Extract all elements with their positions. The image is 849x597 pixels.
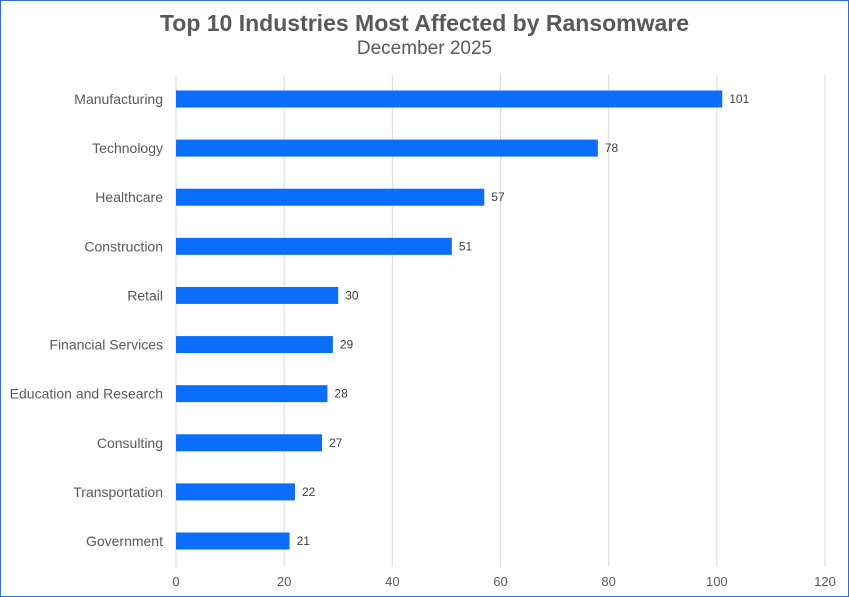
value-label: 21 [297,534,311,548]
category-label: Consulting [97,435,163,451]
category-label: Transportation [73,484,163,500]
category-label: Technology [92,140,163,156]
value-label: 29 [340,338,354,352]
category-label: Government [86,533,163,549]
bar [176,434,323,452]
x-tick-label: 60 [493,574,507,589]
bar [176,237,452,255]
value-label: 57 [491,190,505,204]
x-tick-label: 80 [601,574,615,589]
value-label: 78 [605,141,619,155]
chart-title: Top 10 Industries Most Affected by Ranso… [159,10,690,36]
category-label: Financial Services [49,337,163,353]
category-label: Education and Research [10,386,163,402]
category-label: Healthcare [95,189,163,205]
value-label: 28 [334,387,348,401]
x-tick-label: 0 [172,574,179,589]
category-label: Manufacturing [74,91,163,107]
value-labels: 101 78 57 51 30 29 28 27 22 21 [297,92,750,548]
bar [176,188,485,206]
bar [176,336,333,354]
value-label: 30 [345,288,359,302]
bar [176,90,723,108]
bar [176,483,295,501]
value-label: 27 [329,436,343,450]
chart-subtitle: December 2025 [356,38,493,59]
category-label: Construction [84,238,163,254]
bars [176,90,723,550]
bar [176,532,290,550]
x-tick-label: 100 [706,574,728,589]
value-label: 22 [302,485,316,499]
x-tick-label: 20 [277,574,291,589]
value-label: 51 [459,239,473,253]
x-tick-label: 40 [385,574,399,589]
x-axis-tick-labels: 0 20 40 60 80 100 120 [172,574,835,589]
x-tick-label: 120 [814,574,836,589]
bar [176,286,339,304]
category-labels: Manufacturing Technology Healthcare Constru… [10,91,164,549]
bar [176,385,328,403]
bar [176,139,598,157]
category-label: Retail [127,287,163,303]
value-label: 101 [729,92,749,106]
